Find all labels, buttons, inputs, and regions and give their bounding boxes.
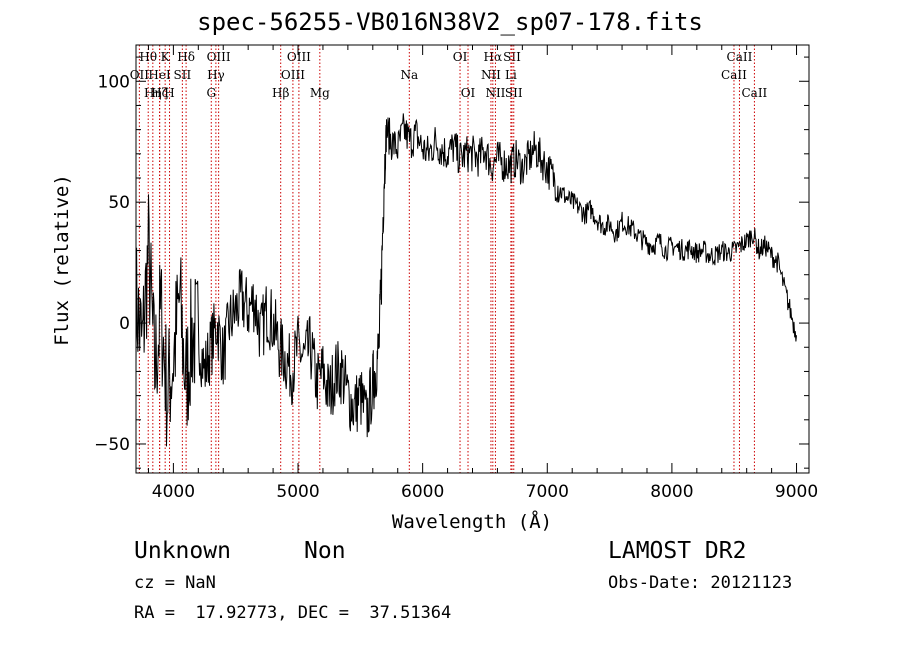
line-marker-label: Hγ bbox=[207, 68, 225, 82]
line-marker-label: Hδ bbox=[177, 50, 195, 64]
y-tick-label: 0 bbox=[119, 314, 130, 334]
line-marker-label: HeI bbox=[148, 68, 171, 82]
line-marker-label: OIII bbox=[287, 50, 311, 64]
line-marker-label: H bbox=[164, 86, 174, 100]
line-marker-label: NII bbox=[485, 86, 505, 100]
line-marker-label: SII bbox=[503, 50, 521, 64]
x-tick-label: 9000 bbox=[775, 482, 818, 502]
spectrum-line bbox=[135, 113, 797, 447]
x-tick-label: 4000 bbox=[152, 482, 195, 502]
line-marker-label: OII bbox=[130, 68, 150, 82]
x-tick-label: 7000 bbox=[526, 482, 569, 502]
x-axis-label: Wavelength (Å) bbox=[391, 511, 553, 533]
line-marker-label: CaII bbox=[721, 68, 747, 82]
x-tick-label: 6000 bbox=[401, 482, 444, 502]
line-marker-label: Hθ bbox=[139, 50, 157, 64]
line-marker-label: G bbox=[206, 86, 216, 100]
object-subclass: Non bbox=[304, 538, 346, 564]
line-marker-label: Na bbox=[400, 68, 418, 82]
line-marker-label: Hβ bbox=[272, 86, 289, 100]
object-class: Unknown bbox=[134, 538, 231, 564]
y-tick-label: −50 bbox=[94, 435, 130, 455]
line-marker-label: CaII bbox=[727, 50, 753, 64]
redshift-cz: cz = NaN bbox=[134, 573, 216, 593]
line-marker-label: OI bbox=[453, 50, 468, 64]
y-tick-label: 100 bbox=[98, 72, 130, 92]
line-marker-label: Li bbox=[505, 68, 517, 82]
survey-name: LAMOST DR2 bbox=[608, 538, 747, 564]
line-marker-label: Hη bbox=[144, 86, 162, 100]
x-tick-label: 5000 bbox=[276, 482, 319, 502]
line-marker-label: Hζ bbox=[151, 86, 168, 100]
chart-title: spec-56255-VB016N38V2_sp07-178.fits bbox=[197, 8, 703, 36]
coordinates: RA = 17.92773, DEC = 37.51364 bbox=[134, 603, 452, 623]
line-marker-label: SII bbox=[505, 86, 523, 100]
x-tick-label: 8000 bbox=[650, 482, 693, 502]
observation-date: Obs-Date: 20121123 bbox=[608, 573, 793, 593]
line-marker-label: Hα bbox=[484, 50, 503, 64]
line-marker-label: OI bbox=[461, 86, 476, 100]
line-marker-label: K bbox=[161, 50, 171, 64]
line-marker-label: OIII bbox=[281, 68, 305, 82]
y-tick-label: 50 bbox=[108, 193, 130, 213]
y-axis-label: Flux (relative) bbox=[51, 174, 73, 346]
line-marker-label: NII bbox=[481, 68, 501, 82]
line-marker-label: CaII bbox=[741, 86, 767, 100]
line-marker-label: Mg bbox=[310, 86, 330, 100]
line-marker-label: OIII bbox=[207, 50, 231, 64]
line-marker-label: SII bbox=[174, 68, 192, 82]
